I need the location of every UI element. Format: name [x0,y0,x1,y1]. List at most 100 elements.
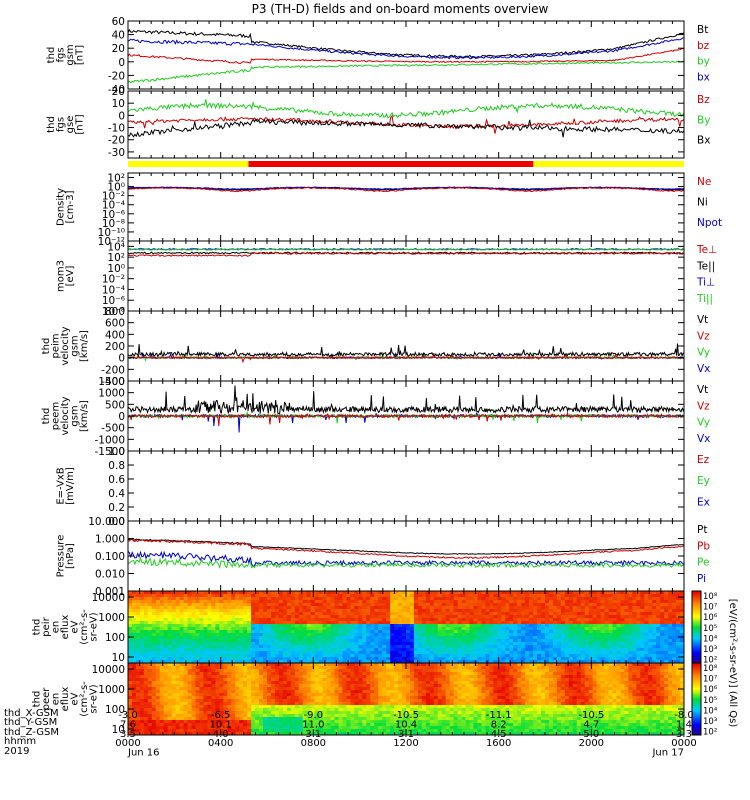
mode-bar-segment [248,161,534,167]
ytick-efield: 0.8 [108,460,125,472]
ylabel-fgs-gse: gse [65,116,76,134]
mode-bar-segment [128,161,249,167]
ytick-pressure: 0.001 [95,586,125,598]
series-pi [127,550,685,567]
orbit-value: Jun 17 [651,748,684,759]
legend-peem-velocity: Vt [697,384,708,396]
legend-peem-velocity: Vz [697,400,710,412]
ytick-fgs-gse: -20 [108,135,125,147]
orbit-value: 2000 [579,738,604,749]
orbit-value: 4.5 [491,729,507,740]
ytick-peem-velocity: 500 [105,399,125,411]
ylabel-peem-velocity: gsm [70,405,81,426]
legend-fgs-gse: Bx [697,135,710,147]
colorbar-tick: 10⁴ [703,634,718,644]
colorbar-peer [691,662,702,736]
ylabel-peem-velocity: velocity [60,396,71,435]
ylabel-fgs-gse: [nT] [74,114,85,134]
ytick-temperature: 10⁻⁴ [102,284,125,296]
ytick-fgs-gsm: 60 [112,16,125,28]
colorbar-tick: 10³ [703,717,717,727]
orbit-value: 3.1 [398,729,414,740]
ytick-peem-velocity: 1000 [98,388,125,400]
legend-peim-velocity: Vt [697,314,708,326]
orbit-value: 0400 [208,738,233,749]
orbit-value: 11.0 [302,719,324,730]
colorbar-tick: 10⁶ [703,613,718,623]
ytick-peim-velocity: -400 [101,376,125,388]
spectrogram-peir [128,591,685,664]
series-peim-vt [127,343,685,358]
ytick-density: 10⁻¹⁰ [98,227,125,239]
ylabel-temperature: mom3 [55,260,66,292]
legend-fgs-gse: Bz [697,94,710,106]
legend-fgs-gsm: by [697,56,710,68]
orbit-value: 4.7 [583,719,599,730]
ytick-density: 10⁰ [107,182,125,194]
ytick-fgs-gse: 0 [118,110,125,122]
orbit-value: Jun 16 [127,748,160,759]
ytick-fgs-gsm: 40 [112,30,125,42]
colorbar-tick: 10⁵ [703,624,717,634]
ytick-density: 10⁻⁴ [102,200,125,212]
ylabel-fgs-gse: thd [46,116,57,133]
legend-efield: Ez [697,454,710,466]
ytick-peir-spec: 1000 [98,612,125,624]
ylabel-peim-velocity: peim [51,333,62,358]
ytick-fgs-gse: 10 [112,98,125,110]
orbit-value: 1.4 [676,719,692,730]
orbit-value: 3.1 [305,729,321,740]
ytick-peim-velocity: 600 [105,318,125,330]
ytick-peer-spec: 100 [105,704,125,716]
series-pt [127,538,684,555]
colorbar-tick: 10⁴ [703,706,718,716]
panel-frame-efield [127,450,685,522]
ytick-density: 10⁻⁶ [102,209,125,221]
series-te-perp [128,251,685,258]
series-bz [127,47,685,64]
orbit-value: 3.5 [120,729,136,740]
legend-fgs-gsm: Bt [697,24,708,36]
orbit-value: 0000 [115,738,140,749]
ylabel-peem-velocity: thd [41,408,52,425]
ylabel-fgs-gsm: gsm [65,44,76,65]
ylabel-fgs-gse: fgs [55,117,66,132]
legend-pressure: Pt [697,524,707,536]
legend-peem-velocity: Vy [697,417,710,429]
ylabel-peir-spec: peir [41,616,52,636]
orbit-value: -6.5 [211,710,231,721]
legend-peem-velocity: Vx [697,433,710,445]
ytick-peer-spec: 10000 [92,664,125,676]
orbit-value: 10.1 [210,719,232,730]
ytick-fgs-gsm: -20 [108,70,125,82]
ytick-fgs-gse: -30 [108,147,125,159]
ylabel-peir-spec: sr-eV) [89,612,100,641]
ytick-density: 10⁻⁸ [102,218,125,230]
ytick-peir-spec: 10000 [92,592,125,604]
ytick-fgs-gsm: 20 [112,43,125,55]
labels-layer: -40-200204060thdfgsgsm[nT]Btbzbybx-30-20… [32,16,739,759]
colorbar-tick: 10⁷ [703,603,718,613]
series-ti-par [127,248,685,251]
legend-density: Ne [697,176,711,188]
series-bt [127,28,685,58]
ytick-density: 10² [107,173,125,185]
ytick-efield: 0.4 [108,488,125,500]
orbit-value: -10.5 [393,710,419,721]
ytick-peim-velocity: 400 [105,329,125,341]
orbit-value: 8.2 [491,719,507,730]
ylabel-peem-velocity: peem [51,402,62,430]
orbit-value: 3.3 [676,729,692,740]
orbit-value: -3.0 [118,710,138,721]
colorbar-tick: 10⁵ [703,696,717,706]
ylabel-peer-spec: en [51,693,62,706]
colorbar-tick: 10⁷ [703,675,718,685]
row-label-hhmm: hhmm [4,736,37,748]
legend-temperature: Ti⊥ [696,277,715,289]
ytick-peer-spec: 1000 [98,684,125,696]
ytick-temperature: 10⁴ [107,241,125,253]
ylabel-peir-spec: thd [32,619,43,636]
ytick-efield: 0.6 [108,474,125,486]
colorbar-tick: 10⁸ [703,592,718,602]
